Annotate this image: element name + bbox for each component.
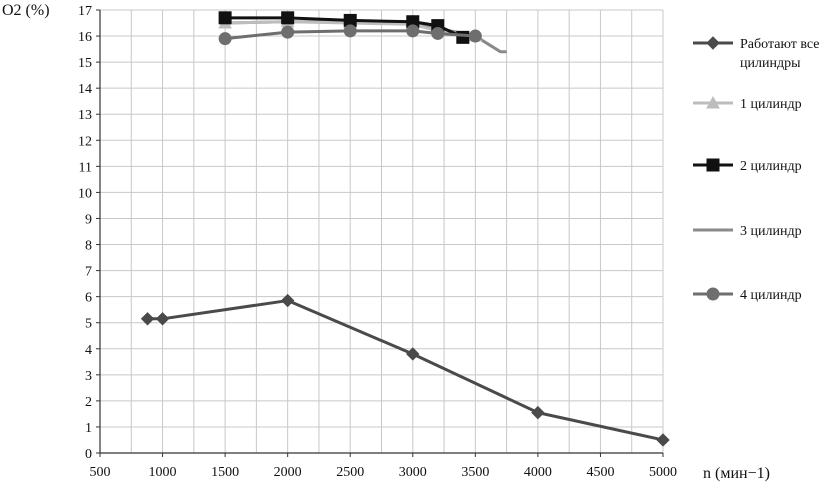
- x-tick-label: 4000: [524, 465, 552, 480]
- y-tick-label: 0: [85, 447, 92, 462]
- x-axis-label: n (мин−1): [703, 465, 770, 482]
- x-tick-label: 2000: [274, 465, 302, 480]
- legend-item: 3 цилиндр: [693, 224, 802, 239]
- legend-item: 1 цилиндр: [693, 95, 802, 112]
- x-tick-label: 3500: [461, 465, 489, 480]
- data-point: [468, 29, 482, 43]
- data-point: [281, 25, 295, 39]
- grid-lines: [99, 9, 664, 454]
- series-layer: [140, 11, 670, 447]
- legend-swatch-marker: [706, 158, 720, 172]
- series-3: [218, 11, 470, 44]
- legend-swatch-marker: [706, 95, 720, 109]
- legend-swatch-marker: [706, 36, 720, 50]
- y-tick-label: 10: [78, 186, 92, 201]
- legend-item: 4 цилиндр: [693, 287, 802, 303]
- x-tick-label: 1000: [149, 465, 177, 480]
- y-axis-label: O2 (%): [2, 2, 50, 19]
- x-tick-label: 1500: [211, 465, 239, 480]
- x-tick-label: 500: [90, 465, 111, 480]
- x-tick-label: 4500: [586, 465, 614, 480]
- data-point: [406, 347, 420, 361]
- legend-label: 4 цилиндр: [740, 288, 802, 303]
- x-tick-label: 2500: [336, 465, 364, 480]
- data-point: [140, 312, 155, 326]
- data-point: [431, 26, 445, 40]
- y-tick-label: 7: [85, 265, 92, 280]
- legend: Работают все цилиндры 1 цилиндр 2 цилиндр 3 …: [693, 36, 819, 303]
- y-tick-label: 17: [78, 4, 92, 19]
- y-tick-label: 16: [78, 30, 92, 45]
- data-point: [531, 405, 545, 420]
- legend-item: Работают все цилиндры: [693, 36, 819, 71]
- data-point: [281, 11, 295, 25]
- x-tick-label: 5000: [649, 465, 677, 480]
- data-point: [218, 32, 232, 46]
- legend-item: 2 цилиндр: [693, 158, 802, 174]
- y-tick-label: 15: [78, 56, 92, 71]
- data-point: [456, 30, 470, 44]
- data-point: [155, 312, 170, 326]
- legend-label: Работают все цилиндры: [740, 37, 819, 71]
- series-5: [218, 24, 482, 46]
- y-tick-label: 6: [85, 291, 92, 306]
- data-point: [280, 293, 295, 308]
- data-point: [218, 11, 232, 25]
- data-point: [343, 24, 357, 38]
- y-tick-label: 1: [85, 421, 92, 436]
- tick-labels: 500 1000 1500 2000 2500 3000 3500 4000 4500 5000 0…: [78, 4, 677, 480]
- y-tick-label: 11: [79, 160, 92, 175]
- legend-swatch-marker: [706, 287, 720, 301]
- y-tick-label: 5: [85, 317, 92, 332]
- legend-label: 3 цилиндр: [740, 224, 802, 239]
- y-tick-label: 13: [78, 108, 92, 123]
- y-tick-label: 14: [78, 82, 92, 97]
- legend-label: 1 цилиндр: [740, 97, 802, 112]
- y-tick-label: 3: [85, 369, 92, 384]
- axes: [99, 10, 663, 454]
- y-tick-label: 12: [78, 134, 92, 149]
- series-1: [140, 293, 670, 447]
- data-point: [406, 24, 420, 38]
- legend-label: 2 цилиндр: [740, 159, 802, 174]
- data-point: [656, 433, 670, 447]
- y-tick-label: 8: [85, 239, 92, 254]
- y-tick-label: 2: [85, 395, 92, 410]
- y-tick-label: 9: [85, 212, 92, 227]
- y-tick-label: 4: [85, 343, 92, 358]
- x-tick-label: 3000: [399, 465, 427, 480]
